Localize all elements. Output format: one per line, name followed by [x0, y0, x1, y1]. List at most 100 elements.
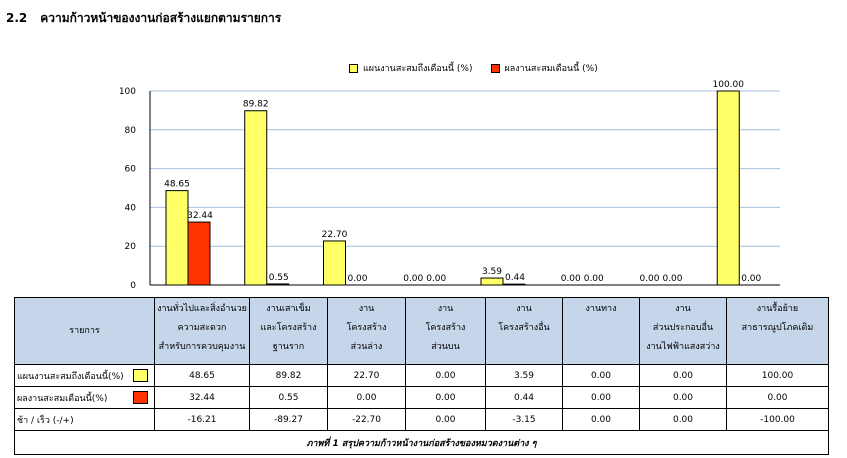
chart-legend: แผนงานสะสมถึงเดือนนี้ (%) ผลงานสะสมเดือน… — [349, 61, 616, 75]
column-header-line: โครงสร้างอื่น — [498, 323, 550, 333]
column-header-line: งาน — [516, 304, 532, 314]
table-cell: 100.00 — [726, 364, 829, 387]
data-label: 32.44 — [187, 211, 213, 221]
column-header-line: ความสะดวก — [177, 323, 227, 333]
table-cell: -16.21 — [154, 408, 250, 431]
data-label: 0.00 — [561, 274, 581, 284]
column-header-line: งาน — [675, 304, 691, 314]
table-cell: -22.70 — [327, 408, 406, 431]
table-row: ผลงานสะสมเดือนนี้(%) 32.44 0.55 0.00 0.00 0.4… — [14, 386, 829, 409]
data-label: 0.00 — [741, 274, 761, 284]
table-column-header: งานส่วนประกอบอื่นงานไฟฟ้าแสงสว่าง — [639, 297, 727, 365]
column-header-line: งาน — [437, 304, 454, 314]
legend-label-plan: แผนงานสะสมถึงเดือนนี้ (%) — [363, 64, 473, 74]
column-header-line: ส่วนบน — [431, 342, 460, 352]
figure-caption: ภาพที่ 1 สรุปความก้าวหน้างานก่อสร้างของห… — [14, 430, 829, 455]
table-cell: 0.00 — [405, 386, 486, 409]
table-cell: 0.00 — [327, 386, 406, 409]
column-header-line: งานรื้อย้าย — [756, 304, 799, 314]
data-label: 0.55 — [269, 273, 289, 283]
column-header-line: และโครงสร้าง — [260, 323, 317, 333]
table-cell: -89.27 — [249, 408, 328, 431]
bar-plan — [480, 277, 504, 286]
table-cell: 0.44 — [485, 386, 563, 409]
data-label: 0.00 — [639, 274, 659, 284]
table-cell: 22.70 — [327, 364, 406, 387]
column-header-line: โครงสร้าง — [346, 323, 387, 333]
row-color-swatch — [133, 369, 148, 382]
row-label: แผนงานสะสมถึงเดือนนี้(%) — [17, 371, 124, 382]
table-column-header: งานรื้อย้ายสาธารณูปโภคเดิม — [726, 297, 829, 365]
legend-item-plan: แผนงานสะสมถึงเดือนนี้ (%) — [349, 61, 473, 75]
table-column-header: งานโครงสร้างอื่น — [485, 297, 563, 365]
column-header-line: งานทั่วไปและสิ่งอำนวย — [157, 304, 247, 314]
table-cell: 0.00 — [562, 408, 640, 431]
column-header-line: งาน — [358, 304, 375, 314]
table-cell: 0.00 — [639, 386, 727, 409]
bar-actual — [266, 283, 290, 286]
column-header-line: ฐานราก — [272, 342, 305, 352]
table-corner-header: รายการ — [14, 297, 155, 365]
data-label: 3.59 — [482, 267, 502, 277]
column-header-line: โครงสร้าง — [425, 323, 466, 333]
data-label: 100.00 — [713, 80, 745, 90]
row-label-cell: ช้า / เร็ว (-/+) — [14, 408, 155, 431]
table-cell: 89.82 — [249, 364, 328, 387]
column-header-line: งานทาง — [585, 304, 617, 314]
data-label: 0.00 — [403, 274, 423, 284]
table-row: ช้า / เร็ว (-/+) -16.21 -89.27 -22.70 0.00 -3… — [14, 408, 829, 431]
legend-swatch-actual — [490, 63, 500, 73]
row-label-cell: ผลงานสะสมเดือนนี้(%) — [14, 386, 155, 409]
legend-label-actual: ผลงานสะสมเดือนนี้ (%) — [504, 64, 598, 74]
table-cell: 0.00 — [405, 408, 486, 431]
section-title: ความก้าวหน้าของงานก่อสร้างแยกตามรายการ — [40, 11, 282, 25]
column-header-line: สาธารณูปโภคเดิม — [741, 323, 814, 333]
table-cell: 0.00 — [562, 364, 640, 387]
table-column-header: งาน โครงสร้าง ส่วนล่าง — [327, 297, 406, 365]
data-label: 0.00 — [347, 274, 367, 284]
table-header-row: รายการ งานทั่วไปและสิ่งอำนวยความสะดวกสำห… — [14, 297, 829, 365]
bar-plan — [716, 90, 740, 286]
y-tick-label: 0 — [130, 281, 136, 291]
table-column-header: งานเสาเข็มและโครงสร้างฐานราก — [249, 297, 328, 365]
bar-actual — [187, 221, 211, 286]
bar-actual — [502, 283, 526, 286]
column-header-line: ส่วนประกอบอื่น — [652, 323, 714, 333]
column-header-line: งานไฟฟ้าแสงสว่าง — [646, 342, 720, 352]
table-cell: 0.55 — [249, 386, 328, 409]
progress-table: รายการ งานทั่วไปและสิ่งอำนวยความสะดวกสำห… — [14, 297, 829, 455]
table-cell: 0.00 — [639, 364, 727, 387]
y-tick-label: 100 — [119, 87, 136, 97]
data-label: 0.00 — [584, 274, 604, 284]
table-column-header: งานทั่วไปและสิ่งอำนวยความสะดวกสำหรับการค… — [154, 297, 250, 365]
y-tick-label: 20 — [125, 242, 137, 252]
column-header-line — [487, 338, 561, 357]
y-tick-label: 40 — [125, 203, 137, 213]
table-column-header: งานโครงสร้างส่วนบน — [405, 297, 486, 365]
table-cell: 0.00 — [726, 386, 829, 409]
data-label: 48.65 — [164, 180, 190, 190]
table-row: แผนงานสะสมถึงเดือนนี้(%) 48.65 89.82 22.70 0… — [14, 364, 829, 387]
y-tick-label: 60 — [125, 165, 137, 175]
table-cell: 48.65 — [154, 364, 250, 387]
table-column-header: งานทาง — [562, 297, 640, 365]
section-heading: 2.2 ความก้าวหน้าของงานก่อสร้างแยกตามรายก… — [6, 9, 281, 28]
y-tick-label: 80 — [125, 126, 137, 136]
row-label: ผลงานสะสมเดือนนี้(%) — [17, 393, 108, 404]
data-label: 0.00 — [662, 274, 682, 284]
legend-item-actual: ผลงานสะสมเดือนนี้ (%) — [490, 61, 598, 75]
column-header-line: งานเสาเข็ม — [266, 304, 311, 314]
table-cell: -3.15 — [485, 408, 563, 431]
column-header-line — [564, 319, 638, 338]
row-label-cell: แผนงานสะสมถึงเดือนนี้(%) — [14, 364, 155, 387]
bar-plan — [165, 190, 189, 286]
data-label: 0.44 — [505, 273, 525, 283]
column-header-line — [728, 338, 827, 357]
data-label: 22.70 — [322, 230, 348, 240]
row-color-swatch — [133, 391, 148, 404]
column-header-line: สำหรับการควบคุมงาน — [158, 342, 246, 352]
data-label: 89.82 — [243, 100, 269, 110]
table-cell: 0.00 — [405, 364, 486, 387]
table-cell: -100.00 — [726, 408, 829, 431]
